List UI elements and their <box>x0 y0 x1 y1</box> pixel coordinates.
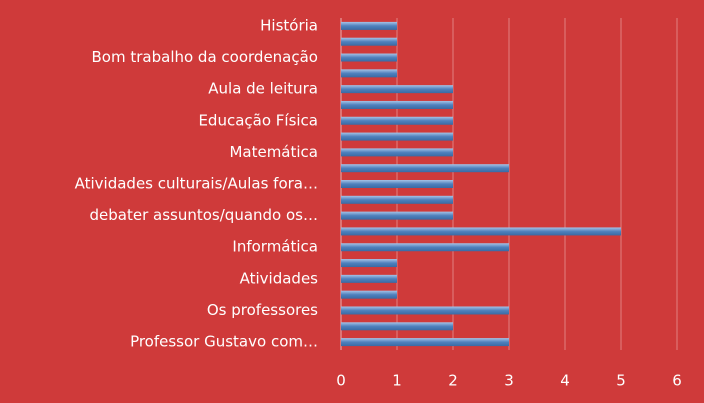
bar <box>341 164 509 173</box>
y-tick-label: Atividades culturais/Aulas fora… <box>75 175 318 193</box>
bar <box>341 195 453 204</box>
bar <box>341 116 453 125</box>
bar <box>341 322 453 331</box>
x-tick-label: 6 <box>672 372 682 390</box>
y-tick-label: debater assuntos/quando os… <box>90 206 318 224</box>
x-tick-label: 4 <box>560 372 570 390</box>
bar <box>341 180 453 188</box>
bar <box>341 37 397 46</box>
bar <box>341 290 397 299</box>
bar <box>341 338 509 347</box>
bar <box>341 148 453 157</box>
y-tick-label: Atividades <box>240 269 319 287</box>
bar <box>341 85 453 94</box>
y-tick-label: Aula de leitura <box>208 80 318 98</box>
bar <box>341 69 397 78</box>
y-tick-label: História <box>260 16 318 34</box>
bar <box>341 259 397 268</box>
x-tick-label: 5 <box>616 372 626 390</box>
bar <box>341 53 397 62</box>
bar <box>341 274 397 283</box>
bar <box>341 100 453 109</box>
y-tick-label: Informática <box>232 238 318 256</box>
y-tick-label: Os professores <box>207 301 318 319</box>
bar <box>341 132 453 141</box>
x-tick-label: 3 <box>504 372 514 390</box>
y-tick-label: Matemática <box>229 143 318 161</box>
x-tick-label: 0 <box>336 372 346 390</box>
bar <box>341 306 509 315</box>
y-tick-label: Educação Física <box>198 111 318 129</box>
bar <box>341 211 453 220</box>
y-tick-label: Bom trabalho da coordenação <box>92 48 318 66</box>
x-tick-label: 2 <box>448 372 458 390</box>
bar <box>341 227 621 236</box>
bar <box>341 243 509 252</box>
bar <box>341 21 397 30</box>
x-tick-label: 1 <box>392 372 402 390</box>
y-tick-label: Professor Gustavo com… <box>130 333 318 351</box>
